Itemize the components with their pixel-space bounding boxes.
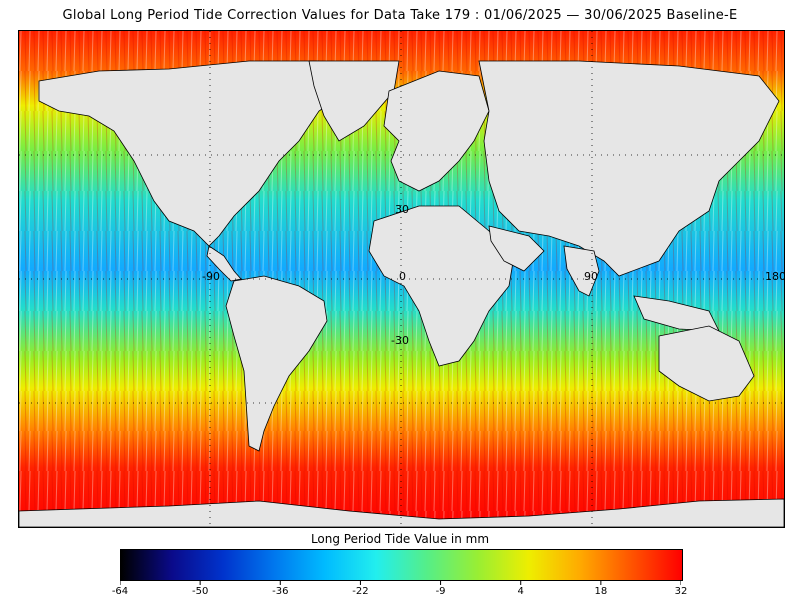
lon-label-90: 90 xyxy=(584,270,598,283)
greenland xyxy=(308,60,400,142)
lon-label-minus90: -90 xyxy=(202,270,220,283)
lat-label-minus30: -30 xyxy=(391,334,409,347)
colorbar xyxy=(120,549,683,581)
map-title: Global Long Period Tide Correction Value… xyxy=(62,8,738,23)
lat-label-30: 30 xyxy=(395,203,409,216)
colorbar-title: Long Period Tide Value in mm xyxy=(310,532,490,546)
map-panel: 30 -30 -90 0 90 180 xyxy=(18,30,785,528)
asia xyxy=(478,60,780,277)
colorbar-tick-label: 4 xyxy=(517,586,524,597)
lon-label-180: 180 xyxy=(765,270,785,283)
australia xyxy=(658,325,755,402)
colorbar-tick-label: 18 xyxy=(594,586,608,597)
central-america xyxy=(206,245,242,282)
colorbar-tick-label: -36 xyxy=(272,586,289,597)
africa xyxy=(368,205,515,367)
colorbar-tick-label: -9 xyxy=(435,586,446,597)
world-map xyxy=(19,31,784,527)
india xyxy=(563,245,600,297)
continents xyxy=(19,60,784,527)
north-america xyxy=(38,60,350,247)
colorbar-tick-label: 32 xyxy=(674,586,688,597)
colorbar-tick-marks xyxy=(120,580,681,585)
europe xyxy=(383,70,490,192)
colorbar-tick-label: -50 xyxy=(191,586,209,597)
colorbar-tick-label: -64 xyxy=(111,586,129,597)
south-america xyxy=(225,275,328,452)
lon-label-0: 0 xyxy=(399,270,406,283)
arabia xyxy=(488,225,545,272)
colorbar-tick-label: -22 xyxy=(352,586,369,597)
